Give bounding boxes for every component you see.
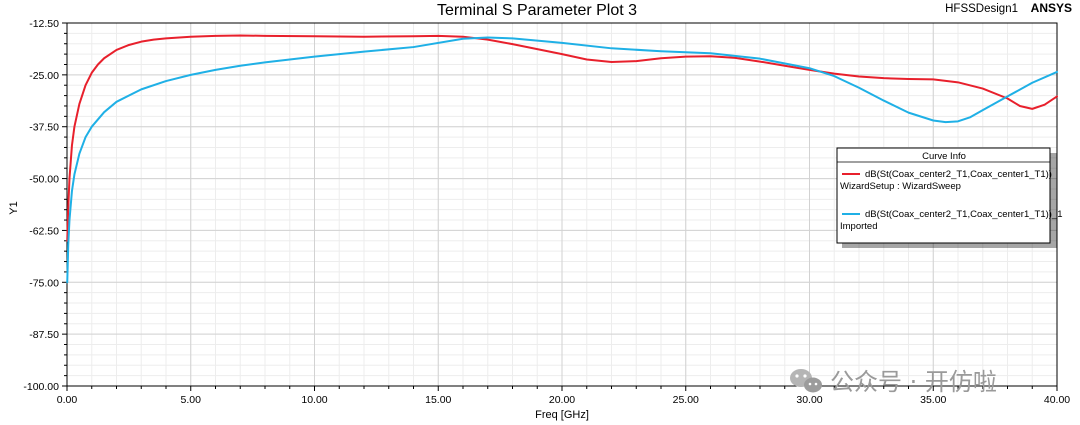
y-tick-label: -50.00 xyxy=(29,174,59,186)
x-axis-label: Freq [GHz] xyxy=(535,409,589,421)
series-line-0 xyxy=(66,34,1058,242)
legend-entry[interactable]: dB(St(Coax_center2_T1,Coax_center1_T1))_… xyxy=(840,209,1063,232)
series-layer xyxy=(66,34,1058,284)
y-tick-label: -37.50 xyxy=(29,122,59,134)
y-axis-label: Y1 xyxy=(8,201,20,214)
x-tick-label: 15.00 xyxy=(425,394,451,406)
design-name: HFSSDesign1 xyxy=(945,3,1018,15)
chart-title: Terminal S Parameter Plot 3 xyxy=(437,2,637,19)
legend-title: Curve Info xyxy=(922,151,966,162)
legend-entry[interactable]: dB(St(Coax_center2_T1,Coax_center1_T1)) … xyxy=(840,169,1052,192)
y-tick-label: -87.50 xyxy=(29,329,59,341)
y-tick-label: -12.50 xyxy=(29,18,59,30)
x-tick-label: 20.00 xyxy=(549,394,575,406)
legend-entry-name: dB(St(Coax_center2_T1,Coax_center1_T1))_… xyxy=(865,209,1063,220)
legend-entry-source: Imported xyxy=(840,221,878,232)
x-tick-label: 35.00 xyxy=(920,394,946,406)
y-tick-label: -100.00 xyxy=(23,381,59,393)
legend-entry-source: WizardSetup : WizardSweep xyxy=(840,181,961,192)
ansys-logo: ANSYS xyxy=(1031,1,1072,15)
wechat-icon xyxy=(790,369,822,393)
x-tick-label: 5.00 xyxy=(181,394,202,406)
x-tick-label: 0.00 xyxy=(57,394,78,406)
y-tick-label: -75.00 xyxy=(29,277,59,289)
x-tick-label: 40.00 xyxy=(1044,394,1070,406)
watermark: 公众号 · 开仿啦 xyxy=(790,368,997,396)
y-tick-label: -25.00 xyxy=(29,70,59,82)
y-axis-ticks: -12.50 -25.00 -37.50 -50.00 -62.50 -75.00 -87.… xyxy=(23,18,67,393)
x-axis-ticks: 0.00 5.00 10.00 15.00 20.00 25.00 30.00 35.00 40… xyxy=(57,386,1070,406)
watermark-text: 公众号 · 开仿啦 xyxy=(830,368,997,396)
y-tick-label: -62.50 xyxy=(29,225,59,237)
legend-box[interactable]: Curve Info dB(St(Coax_center2_T1,Coax_ce… xyxy=(836,147,1063,248)
x-tick-label: 30.00 xyxy=(796,394,822,406)
x-tick-label: 10.00 xyxy=(301,394,327,406)
series-line-1 xyxy=(66,36,1058,284)
x-tick-label: 25.00 xyxy=(673,394,699,406)
legend-entry-name: dB(St(Coax_center2_T1,Coax_center1_T1)) xyxy=(865,169,1052,180)
